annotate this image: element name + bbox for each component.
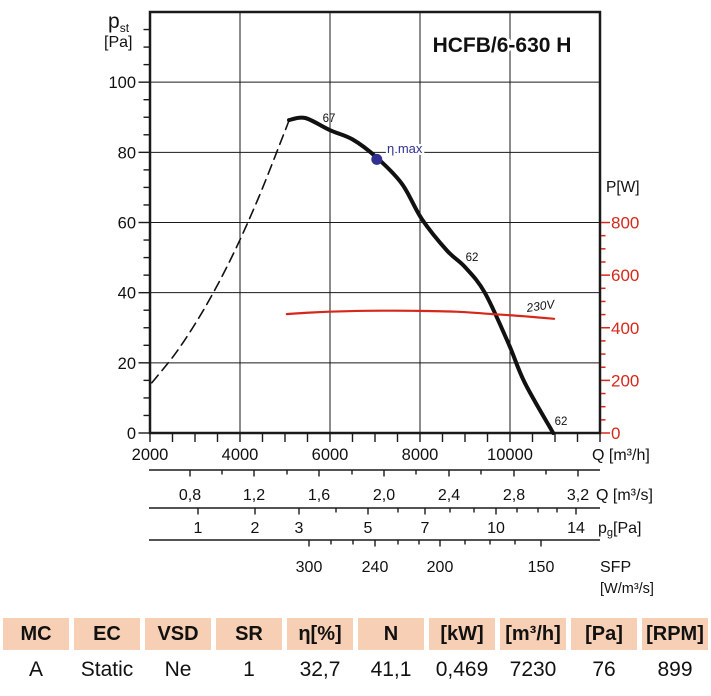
x-tick-label: 2000 [132, 446, 169, 464]
sub-axis-tick-label: 10 [487, 520, 505, 537]
header-m3h: [m³/h] [500, 618, 566, 650]
spec-table-value-row: A Static Ne 1 32,7 41,1 0,469 7230 76 89… [0, 650, 711, 690]
x-tick-label: 4000 [222, 446, 259, 464]
y-tick-label: 100 [108, 74, 136, 92]
spec-table: MC EC VSD SR η[%] N [kW] [m³/h] [Pa] [RP… [0, 618, 711, 690]
sub-axis-tick-label: 14 [567, 520, 585, 537]
header-eta: η[%] [287, 618, 353, 650]
sub-axis-tick-label: 2,8 [503, 487, 525, 504]
p-tick-label: 800 [611, 214, 639, 233]
p-tick-label: 400 [611, 319, 639, 338]
header-n: N [358, 618, 424, 650]
sub-axis-tick-label: 1,6 [308, 487, 330, 504]
sub-axis-tick-label: 2,0 [373, 487, 395, 504]
system-curve [151, 119, 290, 384]
sub-axis-tick-label: 300 [296, 559, 323, 576]
curves [151, 115, 556, 435]
p-tick-label: 200 [611, 371, 639, 390]
gridlines [150, 12, 600, 433]
chart-title: HCFB/6-630 H [433, 34, 572, 57]
sub-axis-tick-label: 150 [528, 559, 555, 576]
value-kw: 0,469 [435, 658, 489, 681]
sub-axis-tick-label: 3,2 [567, 487, 589, 504]
value-m3h: 7230 [509, 658, 557, 681]
y-axis-unit: [Pa] [104, 34, 132, 51]
p-tick-label: 600 [611, 266, 639, 285]
curve-annotations: 67 62 62 230V [323, 113, 568, 428]
y-axis-right: 0 200 400 600 800 [601, 214, 639, 443]
eta-max-point [371, 153, 383, 165]
sub-axis-tick-label: 7 [421, 520, 430, 537]
value-vsd: Ne [164, 658, 192, 681]
fan-curve [287, 115, 556, 435]
sfp-axis-label: SFP [600, 559, 631, 576]
value-eta: 32,7 [299, 658, 341, 681]
sub-axis-sfp: 300 240 200 150 [149, 539, 600, 576]
sub-axis-tick-label: 0,8 [179, 487, 201, 504]
header-pa: [Pa] [571, 618, 637, 650]
y-tick-label: 80 [118, 144, 136, 162]
spec-table-header-row: MC EC VSD SR η[%] N [kW] [m³/h] [Pa] [RP… [0, 618, 711, 650]
sub-axis-tick-label: 240 [362, 559, 389, 576]
q-m3s-axis-label: Q [m³/s] [596, 487, 653, 504]
value-pa: 76 [592, 658, 616, 681]
header-vsd: VSD [145, 618, 211, 650]
eta-max-label: η max [387, 141, 423, 156]
sub-axis-tick-label: 2 [251, 520, 260, 537]
sub-axis-tick-label: 1 [194, 520, 203, 537]
annotation-230v: 230V [525, 297, 557, 315]
value-n: 41,1 [370, 658, 412, 681]
secondary-x-axes: 0,8 1,2 1,6 2,0 2,4 2,8 3,2 1 2 3 5 7 10 14 300 240 200 1… [149, 469, 600, 576]
x-tick-label: 8000 [402, 446, 439, 464]
header-mc: MC [3, 618, 69, 650]
annotation-62: 62 [466, 252, 479, 264]
annotation-67: 67 [323, 113, 336, 125]
sub-axis-pg: 1 2 3 5 7 10 14 [149, 507, 600, 537]
sub-axis-tick-label: 200 [427, 559, 454, 576]
x-axis-bottom: 2000 4000 6000 8000 10000 [132, 434, 601, 464]
header-rpm: [RPM] [642, 618, 708, 650]
header-sr: SR [216, 618, 282, 650]
power-curve-230V [285, 309, 556, 320]
x-tick-label: 10000 [487, 446, 533, 464]
sub-axis-q-m3s: 0,8 1,2 1,6 2,0 2,4 2,8 3,2 [149, 469, 600, 504]
value-mc: A [28, 658, 43, 681]
y-axis-left: 0 20 40 60 80 100 [108, 28, 150, 443]
y-axis-title: pst [108, 10, 130, 35]
value-sr: 1 [243, 658, 255, 681]
header-kw: [kW] [429, 618, 495, 650]
x-tick-label: 6000 [312, 446, 349, 464]
y-tick-label: 60 [118, 215, 136, 233]
pg-axis-label: pg[Pa] [598, 520, 642, 539]
y-tick-label: 0 [127, 425, 136, 443]
value-ec: Static [80, 658, 134, 681]
value-rpm: 899 [657, 658, 693, 681]
y-tick-label: 20 [118, 355, 136, 373]
sub-axis-tick-label: 5 [364, 520, 373, 537]
q-m3h-axis-label: Q [m³/h] [592, 447, 650, 464]
p-tick-label: 0 [611, 424, 620, 443]
sub-axis-tick-label: 1,2 [243, 487, 265, 504]
p-axis-title: P[W] [606, 179, 640, 196]
fan-curve-chart: 0 20 40 60 80 100 2000 4000 6000 8000 10000 0 200 4… [104, 10, 654, 597]
header-ec: EC [74, 618, 140, 650]
sub-axis-tick-label: 2,4 [438, 487, 460, 504]
y-tick-label: 40 [118, 285, 136, 303]
sub-axis-tick-label: 3 [295, 520, 304, 537]
annotation-62: 62 [555, 416, 568, 428]
sfp-axis-unit: [W/m³/s] [600, 581, 654, 597]
